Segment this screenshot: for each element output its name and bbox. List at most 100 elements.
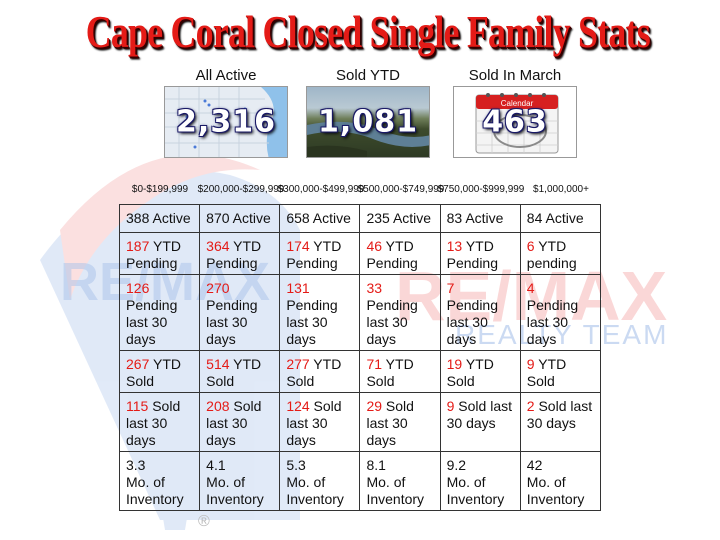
cell-number: 267 xyxy=(126,356,150,372)
cell-text: Mo. of Inventory xyxy=(206,474,264,507)
cell-text: YTD Pending xyxy=(366,238,418,271)
cell-text: Pending last 30 days xyxy=(366,297,418,347)
price-range-label: $0-$199,999 xyxy=(131,184,189,195)
calendar-image: Calendar 463 xyxy=(453,86,577,158)
cell-text: Sold last 30 days xyxy=(286,398,342,448)
cell-number: 33 xyxy=(366,280,383,296)
cell-number: 514 xyxy=(206,356,230,372)
cell-text: Active xyxy=(462,210,504,226)
cell-text: 83 xyxy=(446,210,463,226)
cell-text: YTD Pending xyxy=(286,238,342,271)
cell-text: Active xyxy=(542,210,584,226)
watermark-registered: ® xyxy=(198,513,210,530)
stat-caption: Sold In March xyxy=(468,67,562,84)
cell-number: 19 xyxy=(446,356,463,372)
table-cell: 514 YTD Sold xyxy=(199,350,281,393)
cell-text: YTD Sold xyxy=(206,356,262,389)
cell-text: Sold last 30 days xyxy=(126,398,181,448)
page-title: Cape Coral Closed Single Family Stats xyxy=(85,6,651,57)
table-cell: 3.3 Mo. of Inventory xyxy=(118,451,201,511)
cell-text: 5.3 xyxy=(286,457,306,473)
table-row: 126 Pending last 30 days 270 Pending las… xyxy=(118,274,602,351)
price-range-header: $0-$199,999 $200,000-$299,999 $300,000-$… xyxy=(119,176,601,204)
cell-text: 388 xyxy=(126,210,150,226)
table-cell: 19 YTD Sold xyxy=(439,350,521,393)
cell-text: Sold last 30 days xyxy=(446,398,513,431)
stat-value: 1,081 xyxy=(318,104,418,140)
cell-number: 115 xyxy=(126,398,149,414)
table-cell: 235 Active xyxy=(359,204,441,233)
table-cell: 124 Sold last 30 days xyxy=(279,392,361,452)
table-cell: 187 YTD Pending xyxy=(118,232,201,275)
cell-text: Sold last 30 days xyxy=(526,398,593,431)
stat-value: 2,316 xyxy=(176,104,276,140)
table-row: 115 Sold last 30 days 208 Sold last 30 d… xyxy=(118,392,602,452)
cell-text: Sold last 30 days xyxy=(366,398,414,448)
stat-value: 463 xyxy=(482,104,548,140)
stat-sold-ytd: Sold YTD 1,081 xyxy=(306,66,430,158)
cell-text: Pending last 30 days xyxy=(126,297,178,347)
table-cell: 46 YTD Pending xyxy=(359,232,441,275)
aerial-photo-image: 1,081 xyxy=(306,86,430,158)
cell-number: 9 xyxy=(526,356,535,372)
cell-text: 658 xyxy=(286,210,310,226)
price-range-label: $200,000-$299,999 xyxy=(197,184,285,195)
table-cell: 115 Sold last 30 days xyxy=(118,392,201,452)
aerial-photo-icon xyxy=(307,121,429,157)
cell-number: 29 xyxy=(366,398,383,414)
table-cell: 84 Active xyxy=(519,204,602,233)
table-cell: 131 Pending last 30 days xyxy=(279,274,361,351)
cell-text: Mo. of Inventory xyxy=(286,474,344,507)
table-cell: 42 Mo. of Inventory xyxy=(519,451,602,511)
table-cell: 5.3 Mo. of Inventory xyxy=(279,451,361,511)
cell-text: Sold last 30 days xyxy=(206,398,262,448)
cell-text: Active xyxy=(389,210,432,226)
table-cell: 4.1 Mo. of Inventory xyxy=(199,451,281,511)
table-cell: 267 YTD Sold xyxy=(118,350,201,393)
map-icon xyxy=(165,87,287,157)
table-cell: 9.2 Mo. of Inventory xyxy=(439,451,521,511)
cell-number: 71 xyxy=(366,356,383,372)
cell-text: Mo. of Inventory xyxy=(126,474,184,507)
cell-text: Active xyxy=(149,210,191,226)
price-range-label: $300,000-$499,999 xyxy=(277,184,365,195)
cell-text: Mo. of Inventory xyxy=(446,474,505,507)
cell-number: 208 xyxy=(206,398,230,414)
stat-caption: Sold YTD xyxy=(336,67,400,84)
table-cell: 658 Active xyxy=(279,204,361,233)
cell-text: Active xyxy=(309,210,351,226)
table-cell: 7 Pending last 30 days xyxy=(439,274,521,351)
table-cell: 13 YTD Pending xyxy=(439,232,521,275)
table-cell: 364 YTD Pending xyxy=(199,232,281,275)
price-range-label: $500,000-$749,999 xyxy=(357,184,445,195)
cell-number: 4 xyxy=(526,280,535,296)
cell-text: 84 xyxy=(526,210,543,226)
cell-text: 870 xyxy=(206,210,230,226)
calendar-label: Calendar xyxy=(501,99,534,108)
cell-number: 6 xyxy=(526,238,535,254)
cell-text: 4.1 xyxy=(206,457,226,473)
table-row: 267 YTD Sold 514 YTD Sold 277 YTD Sold 7… xyxy=(118,350,602,393)
cell-number: 270 xyxy=(206,280,230,296)
cell-text: YTD Pending xyxy=(446,238,499,271)
table-cell: 6 YTD pending xyxy=(519,232,602,275)
table-row: 187 YTD Pending 364 YTD Pending 174 YTD … xyxy=(118,232,602,275)
table-cell: 208 Sold last 30 days xyxy=(199,392,281,452)
cell-text: YTD Sold xyxy=(526,356,567,389)
cell-text: YTD pending xyxy=(526,238,577,271)
cell-number: 124 xyxy=(286,398,310,414)
cell-text: YTD Sold xyxy=(286,356,342,389)
stat-all-active: All Active 2,316 xyxy=(164,66,288,158)
cell-text: YTD Sold xyxy=(126,356,181,389)
cell-text: YTD Sold xyxy=(366,356,414,389)
cell-text: 3.3 xyxy=(126,457,146,473)
table-cell: 2 Sold last 30 days xyxy=(519,392,602,452)
cell-text: Pending last 30 days xyxy=(446,297,499,347)
cell-text: Mo. of Inventory xyxy=(526,474,585,507)
table-row: 3.3 Mo. of Inventory 4.1 Mo. of Inventor… xyxy=(118,451,602,511)
table-cell: 277 YTD Sold xyxy=(279,350,361,393)
cell-number: 2 xyxy=(526,398,535,414)
table-row: 388 Active 870 Active 658 Active 235 Act… xyxy=(118,204,602,233)
cell-text: YTD Pending xyxy=(126,238,181,271)
cell-text: YTD Pending xyxy=(206,238,262,271)
